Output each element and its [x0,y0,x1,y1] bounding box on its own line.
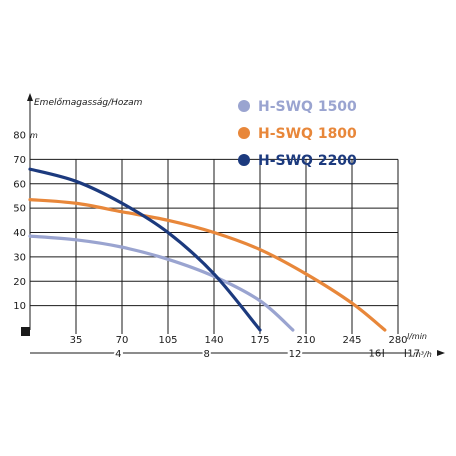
y-tick-label: 80 [13,131,26,142]
y-axis-unit: m [30,131,38,140]
legend-entry-label: H-SWQ 2200 [258,153,357,169]
legend-marker [238,100,250,112]
axes: Emelőmagasság/Hozam m l/min m³/h [21,93,445,359]
origin-marker [21,327,30,336]
x-tick-label-m3h: 8 [203,349,209,360]
grid [30,158,406,357]
x-tick-label-m3h: 17 [407,349,420,360]
x-tick-label-lmin: 280 [388,335,407,346]
y-tick-label: 70 [13,155,26,166]
legend: H-SWQ 1500 H-SWQ 1800 H-SWQ 2200 [238,99,357,169]
curves [28,167,387,332]
x-axis-unit-m3h: m³/h [413,350,432,359]
y-tick-label: 50 [13,204,26,215]
x-tick-label-lmin: 35 [70,335,83,346]
x-axis-unit-lmin: l/min [407,332,427,341]
tick-labels: 10 20 30 40 50 60 70 80 35 70 105 140 175 210 245 280 4 8… [13,131,420,363]
x-tick-label-m3h: 4 [115,349,121,360]
x-tick-label-m3h: 16 [369,349,382,360]
x-tick-label-lmin: 210 [296,335,315,346]
y-tick-label: 10 [13,301,26,312]
legend-marker [238,127,250,139]
x-tick-label-lmin: 105 [158,335,177,346]
y-axis-title: Emelőmagasság/Hozam [34,98,143,108]
x-tick-label-lmin: 70 [116,335,129,346]
y-tick-label: 40 [13,228,26,239]
series-line-h-swq-2200 [28,167,262,332]
y-tick-label: 30 [13,252,26,263]
y-tick-label: 20 [13,277,26,288]
x-tick-label-m3h: 12 [289,349,302,360]
series-line-h-swq-1500 [28,234,295,332]
x-tick-label-lmin: 175 [250,335,269,346]
legend-marker [238,154,250,166]
y-tick-label: 60 [13,179,26,190]
x-tick-label-lmin: 140 [204,335,223,346]
series-line-h-swq-1800 [28,197,387,332]
x-tick-label-lmin: 245 [342,335,361,346]
y-axis-arrow-icon [27,93,33,101]
legend-entry-label: H-SWQ 1500 [258,99,357,115]
secondary-x-axis-arrow-icon [437,350,445,356]
legend-entry-label: H-SWQ 1800 [258,126,357,142]
